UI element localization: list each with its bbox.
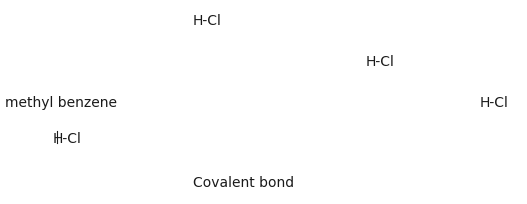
Text: H-Cl: H-Cl — [365, 55, 394, 69]
Text: Covalent bond: Covalent bond — [193, 175, 294, 189]
Text: H-Cl: H-Cl — [193, 14, 222, 28]
Text: methyl benzene: methyl benzene — [5, 96, 118, 110]
Text: H-Cl: H-Cl — [53, 132, 82, 145]
Text: H-Cl: H-Cl — [480, 96, 509, 110]
